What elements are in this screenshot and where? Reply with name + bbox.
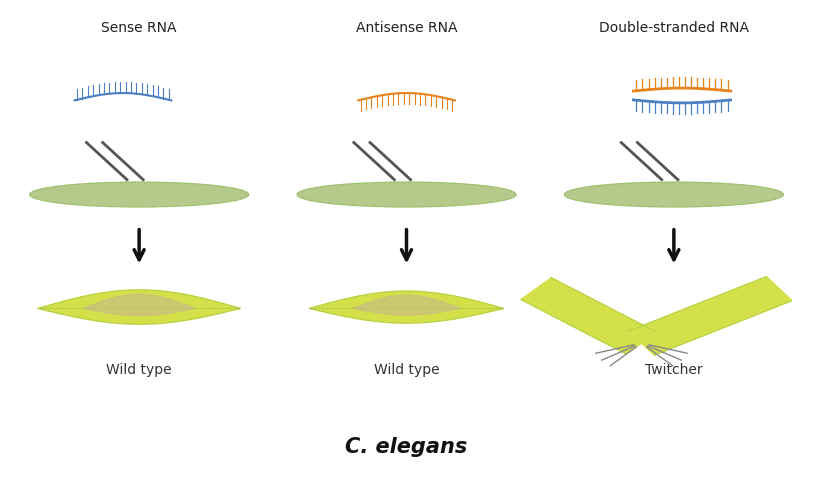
Polygon shape: [84, 294, 195, 316]
Ellipse shape: [564, 182, 783, 207]
Text: Wild type: Wild type: [107, 363, 172, 377]
Text: Sense RNA: Sense RNA: [102, 21, 177, 35]
Text: Double-stranded RNA: Double-stranded RNA: [599, 21, 749, 35]
Polygon shape: [521, 278, 657, 354]
Polygon shape: [38, 290, 241, 324]
Polygon shape: [628, 276, 792, 355]
Polygon shape: [309, 291, 504, 323]
Text: Twitcher: Twitcher: [645, 363, 702, 377]
Ellipse shape: [297, 182, 516, 207]
Text: C. elegans: C. elegans: [346, 437, 467, 457]
Text: Wild type: Wild type: [374, 363, 439, 377]
Text: Antisense RNA: Antisense RNA: [356, 21, 457, 35]
Polygon shape: [353, 295, 460, 315]
Ellipse shape: [30, 182, 249, 207]
